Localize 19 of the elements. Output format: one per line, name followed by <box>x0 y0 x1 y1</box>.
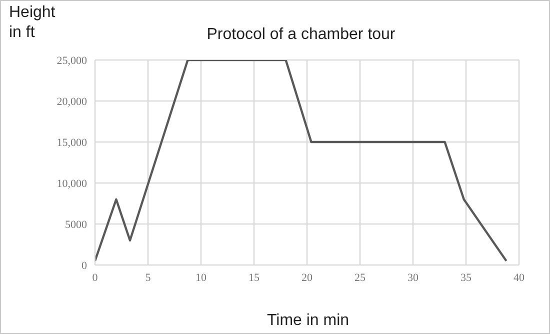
x-tick-label: 5 <box>145 272 152 284</box>
y-tick-label: 5000 <box>65 218 88 231</box>
y-axis-title: Height in ft <box>9 4 56 41</box>
y-tick-label: 25,000 <box>56 54 88 67</box>
line-series <box>95 60 508 262</box>
y-tick-label: 20,000 <box>56 96 88 108</box>
x-axis-title: Time in min <box>266 312 350 329</box>
x-tick-label: 20 <box>302 272 313 284</box>
x-tick-label: 25 <box>354 272 366 284</box>
x-tick-label: 35 <box>460 272 472 284</box>
chart-title: Protocol of a chamber tour <box>206 26 396 43</box>
x-tick-label: 10 <box>196 272 207 284</box>
x-tick-label: 0 <box>92 272 98 284</box>
y-tick-label: 15,000 <box>56 136 88 149</box>
y-tick-label: 0 <box>82 260 88 272</box>
y-tick-label: 10,000 <box>56 178 88 190</box>
x-tick-label: 15 <box>248 272 260 284</box>
x-tick-label: 40 <box>514 272 525 284</box>
x-tick-label: 30 <box>408 272 419 284</box>
